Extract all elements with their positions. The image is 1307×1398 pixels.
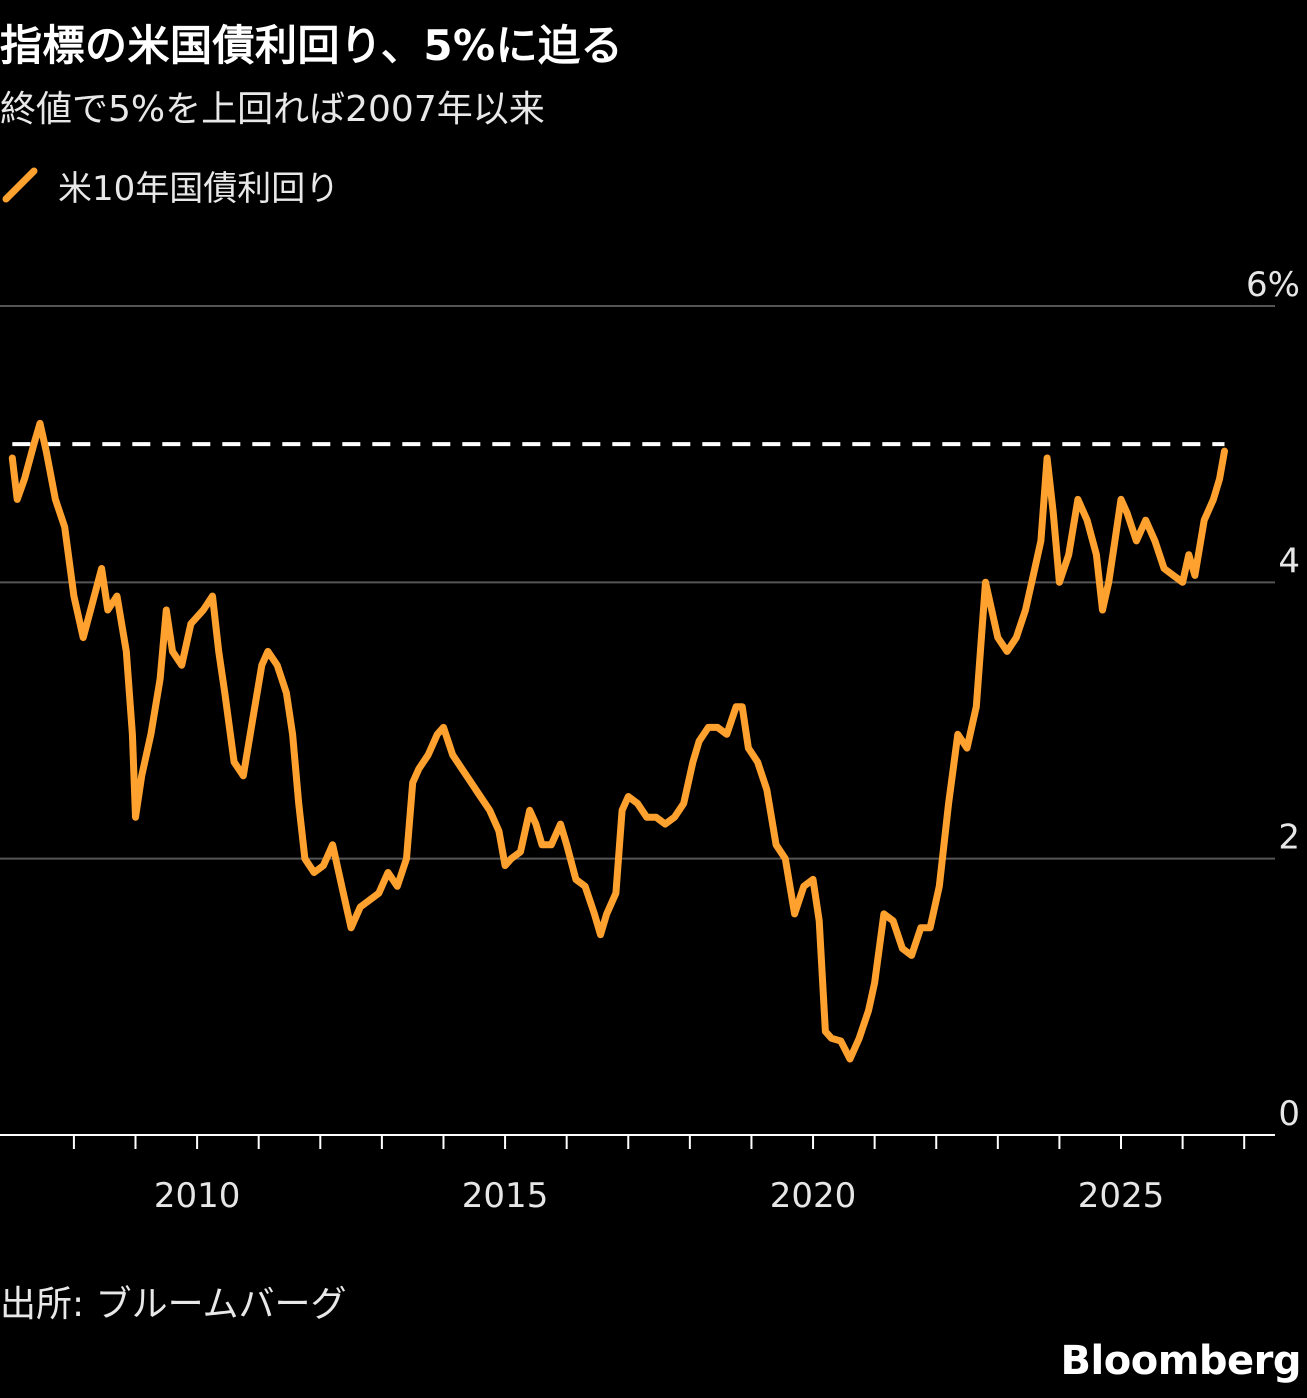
y-tick-label: 0	[1278, 1094, 1300, 1134]
x-tick-label: 2025	[1078, 1176, 1165, 1216]
y-tick-label: 4	[1278, 541, 1300, 581]
bloomberg-logo: Bloomberg	[1060, 1338, 1302, 1384]
legend-line-icon	[2, 167, 38, 203]
grid-lines	[0, 305, 1275, 860]
series-group	[8, 419, 1228, 1063]
y-tick-labels: 0 2 4 6%	[1246, 265, 1300, 1134]
x-tick-label: 2020	[770, 1176, 857, 1216]
legend-label: 米10年国債利回り	[58, 168, 340, 209]
yield-line-chart: 0 2 4 6% 2010 2015 2020 2025	[0, 265, 1300, 1216]
y-tick-label: 2	[1278, 818, 1300, 858]
x-axis	[0, 1134, 1275, 1149]
x-tick-label: 2010	[154, 1176, 241, 1216]
page-subtitle: 終値で5%を上回れば2007年以来	[0, 89, 545, 130]
x-tick-label: 2015	[462, 1176, 549, 1216]
legend: 米10年国債利回り	[0, 160, 339, 210]
series-line-us10y	[8, 419, 1228, 1063]
x-tick-labels: 2010 2015 2020 2025	[154, 1176, 1164, 1216]
y-tick-label: 6%	[1246, 265, 1300, 305]
page-title: 指標の米国債利回り、5%に迫る	[0, 21, 624, 70]
source-note: 出所: ブルームバーグ	[0, 1284, 347, 1325]
